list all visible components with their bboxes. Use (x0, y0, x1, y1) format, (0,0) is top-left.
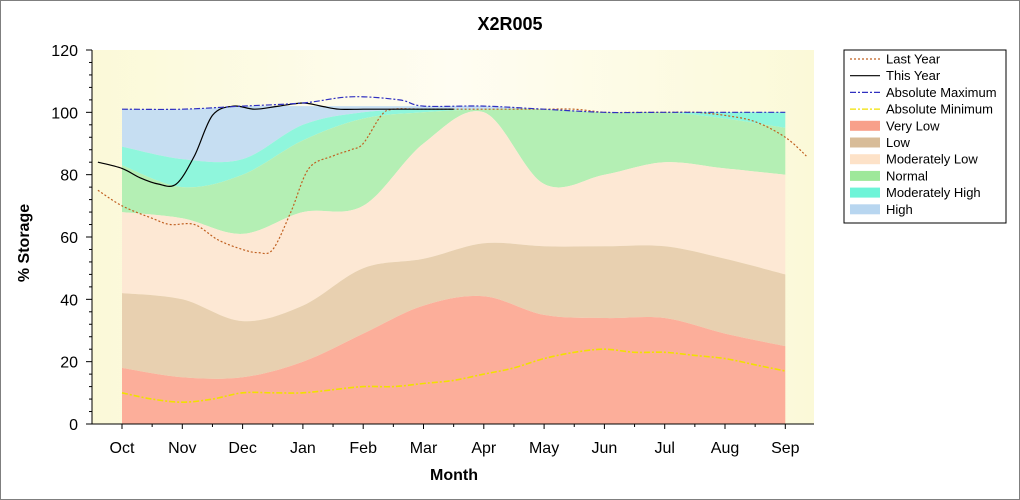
band-moderately-high (122, 108, 786, 188)
axes-layer: 0 20 40 60 80 100 120 Oct Nov Dec Jan Feb Mar Apr May J… (51, 43, 814, 457)
legend-swatch (850, 154, 880, 165)
series-last-year (97, 108, 807, 255)
chart-title: X2R005 (477, 14, 542, 34)
band-very-low (122, 295, 786, 424)
x-tick-label: Oct (110, 440, 135, 457)
legend-label: Absolute Maximum (886, 85, 997, 100)
y-tick-label: 0 (69, 417, 78, 434)
legend-label: Normal (886, 168, 928, 183)
x-tick-label: Jul (654, 440, 674, 457)
legend-label: High (886, 202, 913, 217)
x-tick-label: May (529, 440, 559, 457)
legend-swatch (850, 204, 880, 215)
x-axis-title: Month (430, 467, 478, 484)
x-tick-label: Jun (592, 440, 618, 457)
y-tick-label: 40 (60, 292, 78, 309)
y-tick-label: 60 (60, 230, 78, 247)
legend-swatch (850, 120, 880, 131)
band-high (122, 105, 786, 163)
series-absolute-minimum (121, 348, 786, 404)
x-tick-label: Feb (349, 440, 377, 457)
legend-swatch (850, 137, 880, 148)
y-axis-title: % Storage (16, 204, 33, 282)
legend-label: Very Low (886, 118, 940, 133)
x-tick-label: Jan (290, 440, 316, 457)
band-layer (122, 105, 786, 424)
x-tick-label: Mar (410, 440, 438, 457)
x-tick-label: Apr (471, 440, 497, 457)
band-low (122, 242, 786, 379)
legend-label: Last Year (886, 52, 941, 67)
x-tick-label: Dec (228, 440, 256, 457)
series-layer (97, 96, 807, 404)
x-tick-label: Aug (711, 440, 739, 457)
series-absolute-maximum (121, 96, 786, 114)
band-moderately-low (122, 111, 786, 322)
legend-label: Moderately High (886, 185, 981, 200)
y-tick-label: 20 (60, 355, 78, 372)
y-tick-label: 80 (60, 168, 78, 185)
series-this-year (97, 102, 454, 187)
y-tick-label: 100 (51, 105, 78, 122)
legend-swatch (850, 187, 880, 198)
x-tick-label: Sep (771, 440, 800, 457)
legend-label: This Year (886, 68, 941, 83)
band-normal (122, 108, 786, 234)
legend-label: Absolute Minimum (886, 102, 993, 117)
legend-label: Low (886, 135, 910, 150)
y-tick-label: 120 (51, 43, 78, 60)
legend-label: Moderately Low (886, 152, 978, 167)
legend-swatch (850, 170, 880, 181)
x-tick-label: Nov (168, 440, 196, 457)
